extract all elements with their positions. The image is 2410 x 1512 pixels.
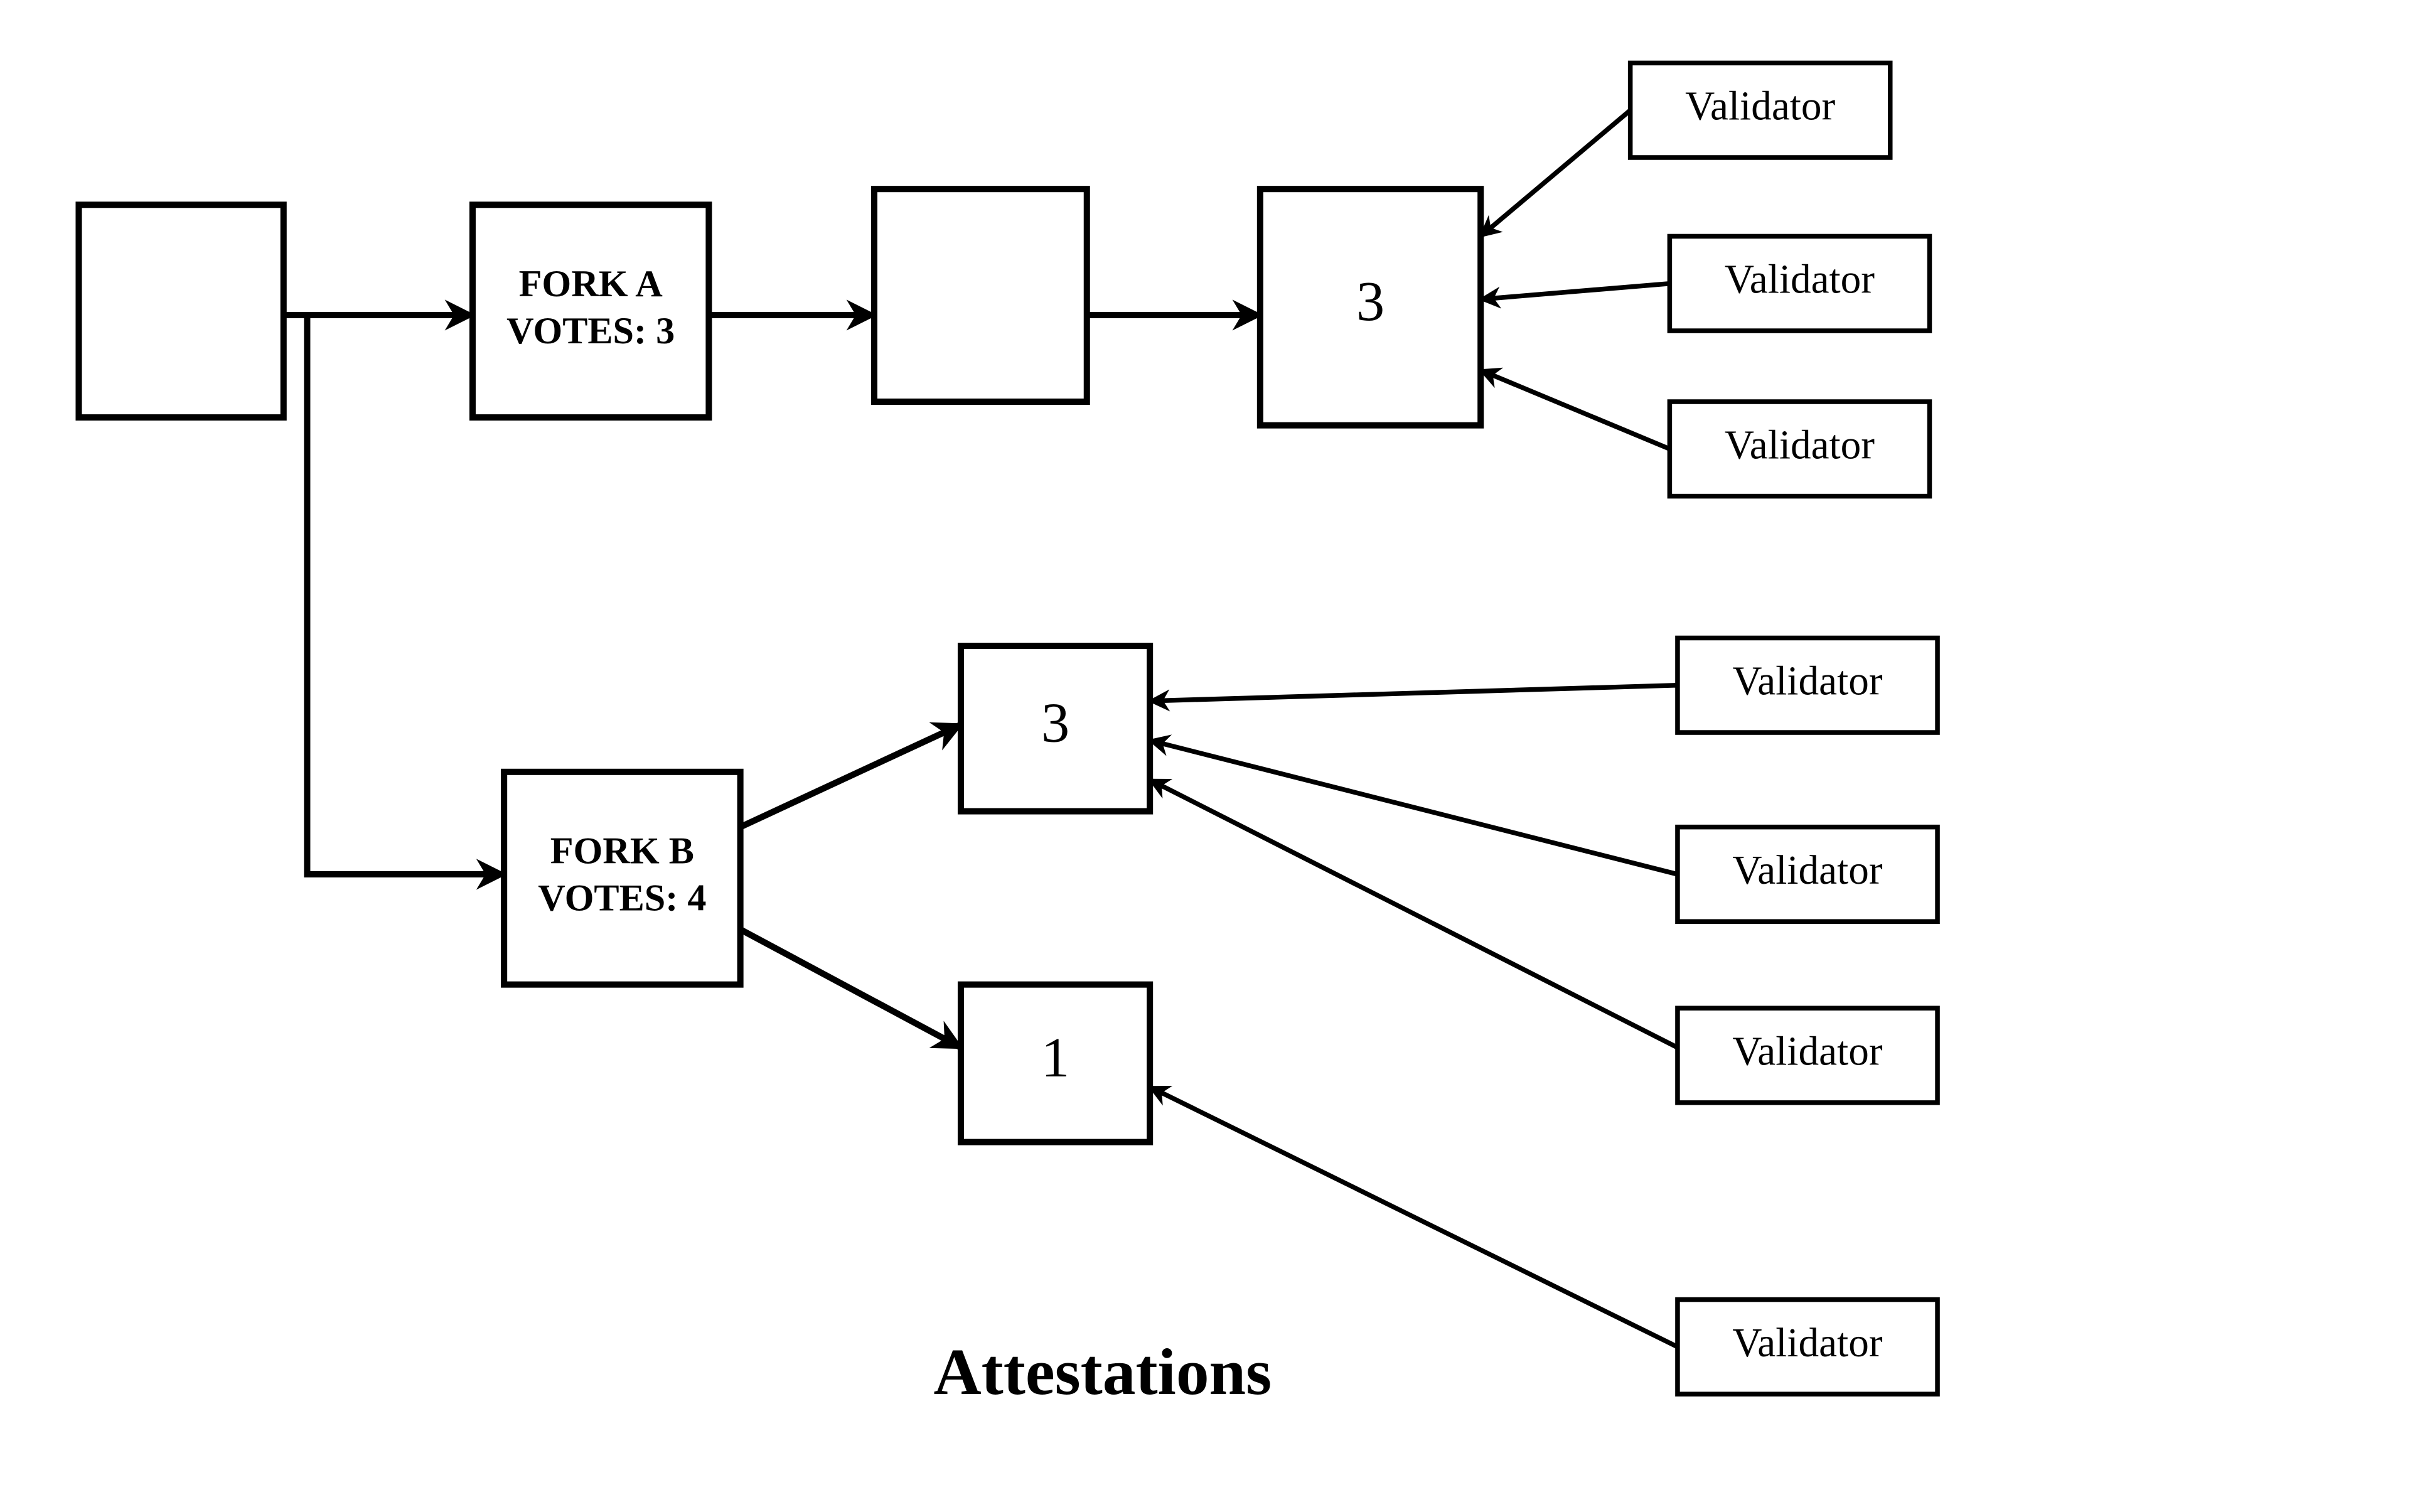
edge-v5-b_top <box>1150 741 1678 874</box>
validator-label: Validator <box>1732 1321 1882 1366</box>
node-a3: 3 <box>1260 189 1481 425</box>
validator-label: Validator <box>1725 422 1875 468</box>
validator-label: Validator <box>1732 1029 1882 1075</box>
node-number: 1 <box>1041 1026 1069 1089</box>
edge-v1-a3 <box>1481 110 1630 237</box>
node-b_bot: 1 <box>961 985 1150 1142</box>
validator-box: Validator <box>1678 1300 1937 1395</box>
node-label: FORK B <box>550 830 694 872</box>
attestations-diagram: FORK A VOTES: 3 3 FORK B VOTES: 4 3 1 Validator… <box>0 0 2410 1512</box>
validator-box: Validator <box>1631 63 1890 158</box>
edge-forkB-b_bot <box>741 930 961 1048</box>
validator-box: Validator <box>1669 236 1929 331</box>
validator-box: Validator <box>1678 638 1937 732</box>
validator-box: Validator <box>1678 827 1937 922</box>
node-number: 3 <box>1041 691 1069 754</box>
node-number: 3 <box>1356 269 1384 333</box>
edge-v4-b_top <box>1150 685 1678 701</box>
validator-label: Validator <box>1685 84 1835 129</box>
validator-label: Validator <box>1732 659 1882 704</box>
validator-label: Validator <box>1732 848 1882 893</box>
node-root <box>78 205 283 417</box>
node-label: FORK A <box>519 263 663 305</box>
validator-box: Validator <box>1678 1008 1937 1103</box>
node-b_top: 3 <box>961 646 1150 812</box>
edge-v3-a3 <box>1481 370 1669 449</box>
validator-box: Validator <box>1669 402 1929 496</box>
diagram-title: Attestations <box>934 1335 1272 1408</box>
edge-v6-b_top <box>1150 780 1678 1048</box>
node-a2 <box>874 189 1087 402</box>
node-label: VOTES: 3 <box>506 310 675 352</box>
edge-v2-a3 <box>1481 284 1669 299</box>
edge-v7-b_bot <box>1150 1087 1678 1347</box>
validator-label: Validator <box>1725 257 1875 303</box>
node-label: VOTES: 4 <box>538 877 706 920</box>
edge-forkB-b_top <box>741 725 961 827</box>
node-forkA: FORK A VOTES: 3 <box>473 205 709 417</box>
node-forkB: FORK B VOTES: 4 <box>504 772 740 985</box>
